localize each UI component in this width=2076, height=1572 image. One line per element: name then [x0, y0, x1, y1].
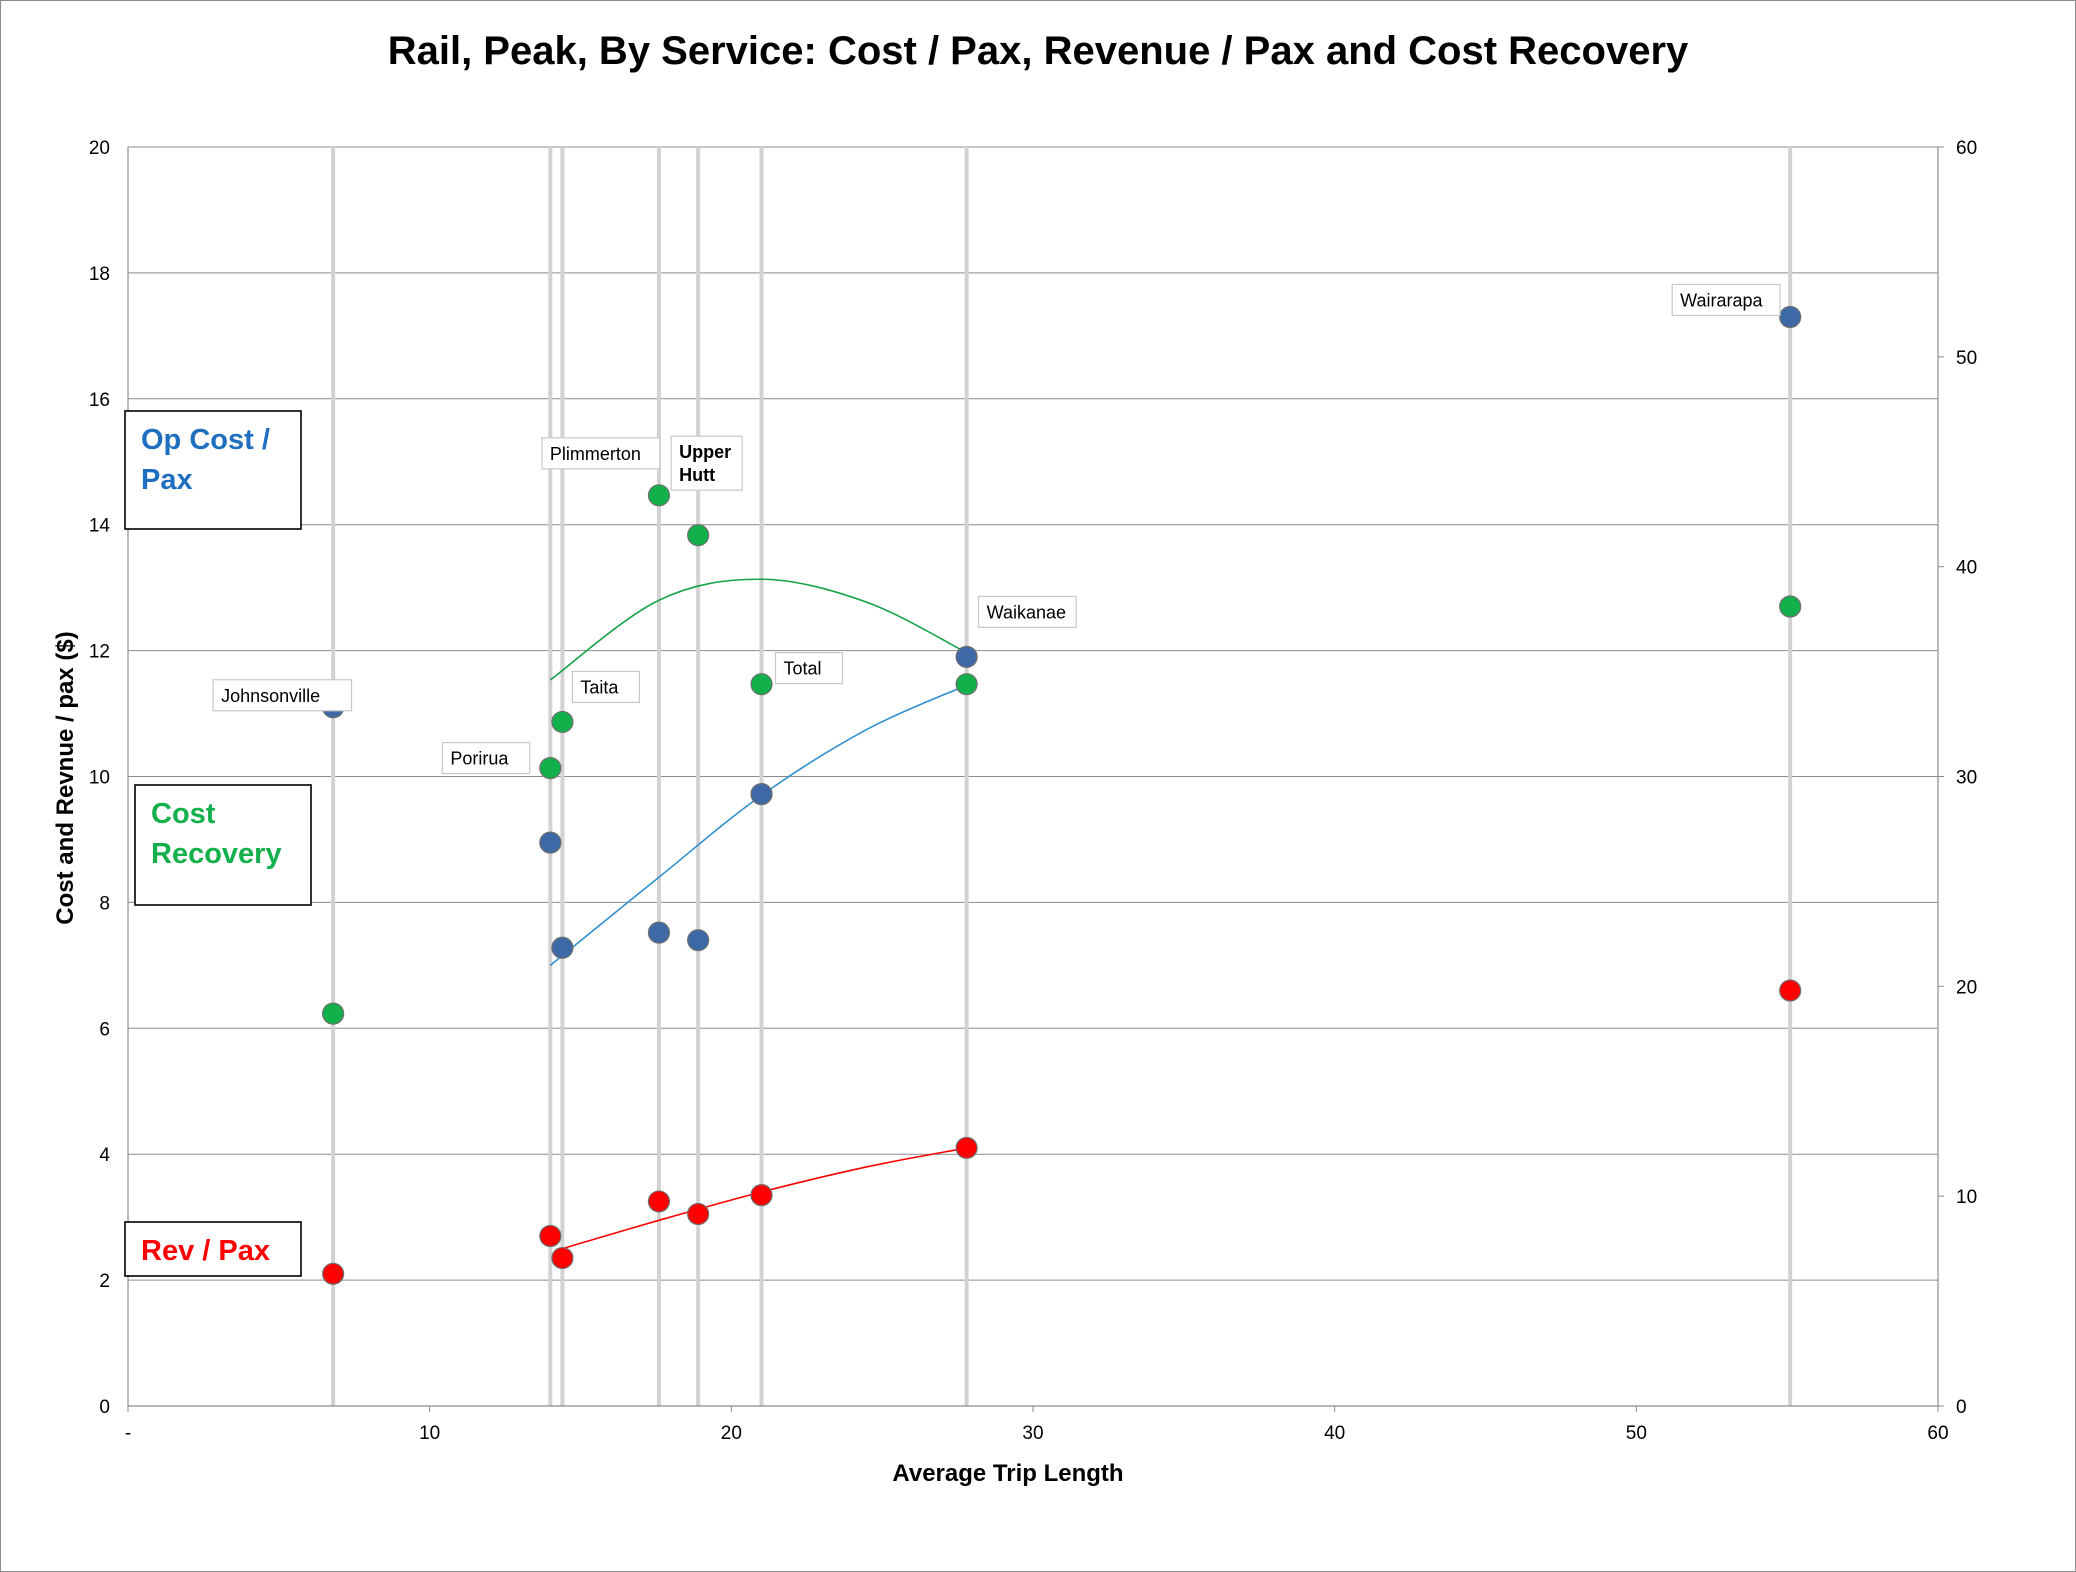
x-tick-label: 60 — [1927, 1423, 1948, 1444]
rev-point — [750, 1184, 773, 1207]
x-tick-label: 10 — [419, 1423, 440, 1444]
point-label-box — [571, 670, 641, 704]
y2-tick-label: 50 — [1956, 348, 1977, 369]
cost-recovery-point — [687, 524, 710, 547]
x-tick-label: - — [125, 1423, 131, 1444]
y-tick-label: 4 — [99, 1145, 110, 1166]
point-label-box — [1671, 283, 1781, 317]
legend-box — [134, 784, 312, 906]
point-label-taita: Taita — [571, 670, 641, 704]
y-tick-label: 0 — [99, 1397, 110, 1418]
point-label-box — [541, 437, 661, 470]
point-label-box — [212, 679, 353, 712]
cost-recovery-point — [750, 673, 773, 696]
y-axis-title: Cost and Revnue / pax ($) — [52, 631, 79, 924]
point-label-waikanae: Waikanae — [978, 595, 1077, 628]
rev-point — [647, 1190, 671, 1213]
point-label-text: Wairarapa — [1680, 290, 1763, 310]
rev-point — [955, 1136, 978, 1160]
legend-item-rev-pax: Rev / Pax — [124, 1221, 302, 1277]
point-label-text: Taita — [580, 677, 619, 697]
tick-labels: 0 2 4 6 8 10 12 14 16 18 20 0 10 20 30 40 50 60 - 10 20 30 40 5… — [89, 138, 1977, 1444]
y-tick-label: 18 — [89, 264, 110, 285]
legend-label: Cost — [151, 798, 216, 830]
y2-tick-label: 60 — [1956, 138, 1977, 159]
x-tick-label: 40 — [1324, 1423, 1345, 1444]
cost-recovery-point — [1779, 595, 1802, 618]
y-tick-label: 10 — [89, 768, 110, 789]
legend-label: Pax — [141, 464, 193, 496]
point-label-text: Total — [784, 659, 822, 679]
cost-recovery-point — [647, 484, 671, 507]
y-tick-label: 8 — [99, 893, 110, 914]
point-label-box — [441, 742, 531, 775]
y-tick-label: 16 — [89, 390, 110, 411]
point-label-text: Waikanae — [987, 602, 1066, 622]
rev-point — [551, 1246, 574, 1270]
x-tick-label: 20 — [721, 1423, 742, 1444]
y2-tick-label: 40 — [1956, 558, 1977, 579]
cost-recovery-point — [955, 673, 978, 696]
grid-lines — [128, 146, 1938, 1281]
legend-box — [124, 410, 302, 530]
y-tick-label: 20 — [89, 138, 110, 159]
op-cost-point — [551, 936, 574, 959]
point-label-text: Plimmerton — [550, 444, 641, 464]
cost-recovery-point — [551, 710, 574, 734]
cost-recovery-trendline — [549, 578, 967, 681]
axes — [127, 146, 1944, 1412]
op-cost-point — [750, 783, 773, 806]
point-label-text: Upper — [679, 442, 731, 462]
x-tick-label: 30 — [1022, 1423, 1043, 1444]
y-tick-label: 2 — [99, 1271, 110, 1292]
point-label-porirua: Porirua — [441, 742, 531, 775]
rev-point — [322, 1262, 345, 1285]
y-tick-label: 14 — [89, 516, 111, 537]
point-label-upper-hutt: Upper Hutt — [670, 435, 743, 491]
rev-point — [687, 1202, 710, 1226]
legend: Op Cost / Pax Cost Recovery Rev / Pax — [124, 410, 312, 1277]
legend-item-op-cost-pax: Op Cost / Pax — [124, 410, 302, 530]
y-tick-label: 12 — [89, 642, 110, 663]
op-cost-point — [539, 831, 562, 854]
op-cost-point — [955, 645, 978, 668]
cost-recovery-point — [322, 1002, 345, 1025]
legend-label: Op Cost / — [141, 424, 270, 456]
point-label-box — [774, 652, 844, 685]
rev-point — [539, 1224, 562, 1248]
y2-tick-label: 20 — [1956, 977, 1977, 998]
point-labels: Johnsonville Porirua Taita Plimmerton Upper H… — [212, 283, 1781, 775]
point-label-text: Porirua — [450, 749, 509, 769]
op-cost-point — [687, 929, 710, 952]
legend-label: Recovery — [151, 838, 282, 870]
point-label-plimmerton: Plimmerton — [541, 437, 661, 470]
op-cost-point — [1779, 305, 1802, 329]
y2-tick-label: 0 — [1956, 1397, 1967, 1418]
legend-box — [124, 1221, 302, 1277]
x-axis-title: Average Trip Length — [892, 1460, 1123, 1487]
point-label-text: Johnsonville — [221, 686, 320, 706]
op-cost-point — [647, 921, 671, 944]
point-label-total: Total — [774, 652, 844, 685]
point-label-text: Hutt — [679, 465, 715, 485]
point-label-johnsonville: Johnsonville — [212, 679, 353, 712]
legend-label: Rev / Pax — [141, 1235, 270, 1267]
point-label-wairarapa: Wairarapa — [1671, 283, 1781, 317]
point-label-box — [978, 595, 1077, 628]
y2-tick-label: 30 — [1956, 768, 1977, 789]
cost-recovery-point — [539, 757, 562, 780]
point-label-box — [670, 435, 743, 491]
op-cost-trendline — [549, 684, 967, 966]
y-tick-label: 6 — [99, 1019, 110, 1040]
x-tick-label: 50 — [1626, 1423, 1647, 1444]
rev-point — [1779, 979, 1802, 1002]
y2-tick-label: 10 — [1956, 1187, 1977, 1208]
legend-item-cost-recovery: Cost Recovery — [134, 784, 312, 906]
data-points — [322, 305, 1802, 1285]
chart-title: Rail, Peak, By Service: Cost / Pax, Reve… — [388, 29, 1689, 73]
